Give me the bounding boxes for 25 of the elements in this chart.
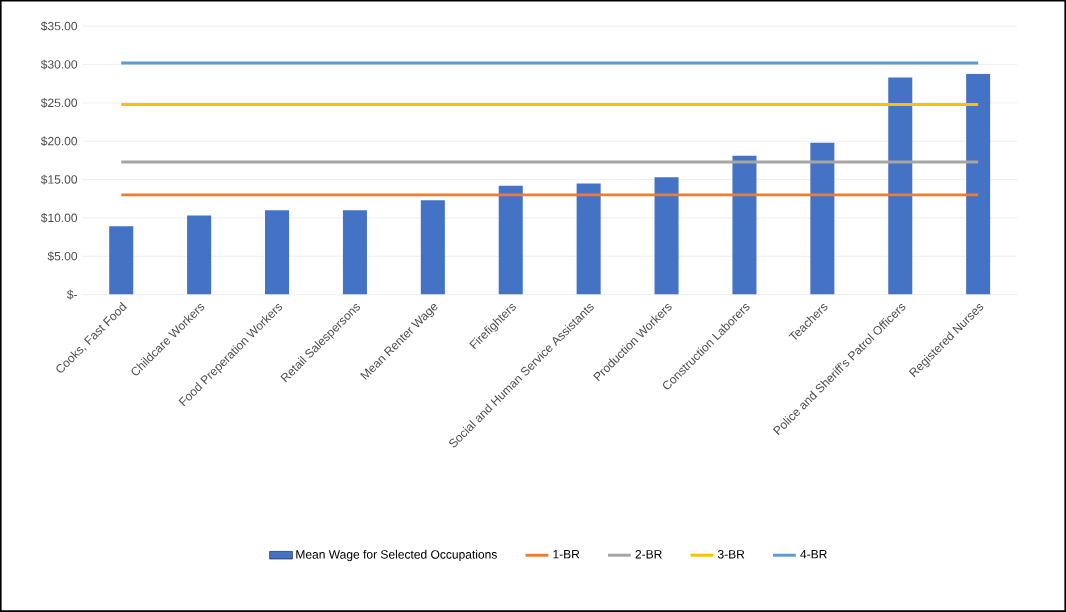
bar bbox=[654, 177, 679, 295]
y-tick-label: $10.00 bbox=[40, 213, 78, 223]
bar bbox=[966, 73, 991, 295]
bar bbox=[265, 210, 290, 295]
y-tick-label: $20.00 bbox=[40, 136, 78, 147]
legend-label: 3-BR bbox=[717, 550, 745, 559]
legend-label: 2-BR bbox=[635, 550, 662, 559]
bar bbox=[342, 210, 367, 295]
bar bbox=[498, 185, 523, 295]
bar bbox=[187, 215, 212, 295]
bar bbox=[732, 155, 757, 295]
legend-label: 4-BR bbox=[800, 550, 827, 559]
y-tick-label: $15.00 bbox=[40, 174, 78, 185]
y-tick-label: $30.00 bbox=[40, 59, 78, 70]
bar bbox=[576, 183, 601, 295]
y-tick-label: $35.00 bbox=[40, 21, 78, 32]
legend-label: Mean Wage for Selected Occupations bbox=[296, 549, 497, 562]
bar bbox=[888, 77, 913, 295]
bar bbox=[810, 142, 835, 295]
y-tick-label: $- bbox=[66, 289, 78, 300]
y-tick-label: $5.00 bbox=[47, 251, 78, 262]
legend-label: 1-BR bbox=[553, 550, 580, 559]
bar bbox=[109, 226, 134, 295]
y-tick-label: $25.00 bbox=[40, 98, 78, 108]
bar bbox=[420, 200, 445, 295]
